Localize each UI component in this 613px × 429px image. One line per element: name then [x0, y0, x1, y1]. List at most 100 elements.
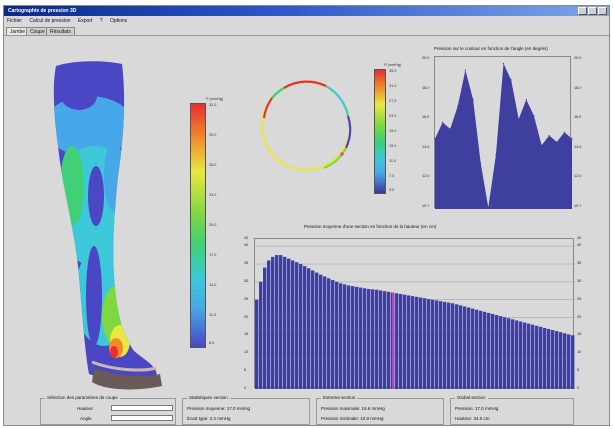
section-extrema-title: Extrema section	[321, 395, 358, 400]
section-contour	[260, 80, 352, 172]
profile-bar	[371, 289, 375, 389]
global-section-group: Global section Pression: 17.0 mmHg Haute…	[450, 395, 574, 425]
section-colorbar-tick: 3.0	[389, 188, 395, 192]
colorbar-tick: 8.0	[209, 341, 215, 345]
profile-bar	[431, 299, 435, 389]
colorbar-tick: 23.0	[209, 193, 217, 197]
profile-bar	[287, 258, 291, 389]
profile-bar	[411, 296, 415, 389]
height-label: Hauteur	[77, 406, 94, 411]
section-colorbar-tick: 19.0	[389, 129, 397, 133]
profile-bar	[419, 297, 423, 389]
profile-y-tick-left: 42	[244, 236, 249, 240]
profile-bar	[503, 317, 507, 389]
section-y-tick-right: 14.0	[574, 144, 582, 149]
section-y-tick-right: 16.0	[574, 115, 582, 120]
section-colorbar-tick: 31.0	[389, 84, 397, 88]
section-data-point	[495, 154, 497, 156]
profile-bar	[547, 329, 551, 389]
menu-export[interactable]: Export	[77, 18, 93, 24]
profile-bar	[475, 309, 479, 389]
section-extrema-group: Extrema section Pression maximale: 19.6 …	[316, 395, 444, 425]
global-section-title: Global section	[455, 395, 488, 400]
tab-results[interactable]: Résultats	[46, 27, 75, 35]
cut-params-title: Sélection des paramètres de coupe	[45, 395, 120, 400]
section-colorbar-tick: 35.0	[389, 69, 397, 73]
profile-bar	[351, 286, 355, 389]
profile-bar	[335, 281, 339, 389]
app-window: Cartographie de pression 3D Fichier Calc…	[3, 5, 610, 426]
profile-bar	[555, 331, 559, 389]
section-data-point	[571, 138, 573, 140]
section-chart-svg	[434, 62, 573, 209]
minimize-button[interactable]	[578, 7, 587, 15]
global-line2: Hauteur: 34.0 cm	[455, 416, 490, 421]
profile-bar	[359, 287, 363, 389]
profile-bar	[571, 335, 575, 389]
section-y-tick-left: 12.0	[422, 174, 430, 179]
profile-bar	[423, 298, 427, 389]
height-input[interactable]	[111, 405, 173, 411]
profile-y-tick-right: 15	[577, 332, 582, 337]
profile-bar	[443, 301, 447, 389]
section-data-point	[434, 138, 436, 140]
colorbar-tick: 17.0	[209, 253, 217, 257]
profile-bar	[519, 321, 523, 389]
profile-y-tick-right: 40	[577, 243, 582, 248]
profile-bar	[311, 270, 315, 389]
profile-bar	[523, 322, 527, 389]
profile-bar	[259, 281, 263, 389]
profile-bar	[283, 256, 287, 389]
section-chart-title: Pression sur le contour en fonction de l…	[434, 46, 548, 51]
maximize-button[interactable]	[588, 7, 597, 15]
stats-line2: Écart type: 2.2 mmHg	[187, 416, 231, 421]
menu-file[interactable]: Fichier	[7, 18, 23, 24]
profile-bar	[499, 316, 503, 389]
profile-bar	[455, 304, 459, 389]
section-colorbar-tick: 11.0	[389, 159, 397, 163]
leg-pressure-map[interactable]	[34, 56, 174, 391]
colorbar-gradient	[190, 103, 206, 348]
menu-bar: Fichier Calcul de pression Export ? Opti…	[4, 16, 609, 26]
section-data-point	[510, 79, 512, 81]
colorbar-tick: 20.0	[209, 223, 217, 227]
profile-bar	[263, 267, 267, 389]
profile-y-tick-right: 0	[577, 386, 580, 390]
section-data-point	[457, 105, 459, 107]
colorbar-tick: 11.0	[209, 313, 217, 317]
profile-bar	[355, 286, 359, 389]
profile-bar	[539, 326, 543, 389]
profile-bar	[291, 260, 295, 389]
menu-help[interactable]: ?	[99, 18, 103, 24]
menu-pressure[interactable]: Calcul de pression	[29, 18, 71, 24]
profile-bar	[307, 268, 311, 389]
section-y-tick-right: 20.0	[574, 56, 582, 60]
profile-bar	[255, 299, 259, 389]
profile-y-tick-left: 20	[244, 314, 249, 319]
extrema-line2: Pression minimale: 10.8 mmHg	[321, 416, 384, 421]
profile-bar	[471, 308, 475, 389]
profile-y-tick-right: 5	[577, 368, 580, 373]
angle-input[interactable]	[111, 415, 173, 421]
profile-bar	[527, 323, 531, 389]
profile-bar	[299, 264, 303, 389]
section-contour-view[interactable]	[254, 68, 354, 178]
menu-options[interactable]: Options	[109, 18, 128, 24]
profile-bar	[451, 303, 455, 389]
profile-bar	[483, 311, 487, 389]
section-data-point	[525, 98, 527, 101]
profile-bar	[303, 266, 307, 389]
profile-y-tick-right: 20	[577, 314, 582, 319]
title-bar: Cartographie de pression 3D	[4, 6, 609, 16]
profile-bar	[507, 318, 511, 389]
foot-shadow	[92, 368, 162, 390]
profile-bar	[515, 320, 519, 389]
section-chart[interactable]	[434, 56, 573, 209]
section-colorbar-tick: 15.0	[389, 144, 397, 148]
profile-chart[interactable]	[254, 238, 575, 389]
close-button[interactable]	[598, 7, 607, 15]
section-stats-title: Statistiques section	[187, 395, 230, 400]
profile-bar	[495, 315, 499, 389]
section-y-tick-left: 10.7	[422, 204, 430, 208]
profile-y-tick-left: 5	[244, 368, 247, 373]
